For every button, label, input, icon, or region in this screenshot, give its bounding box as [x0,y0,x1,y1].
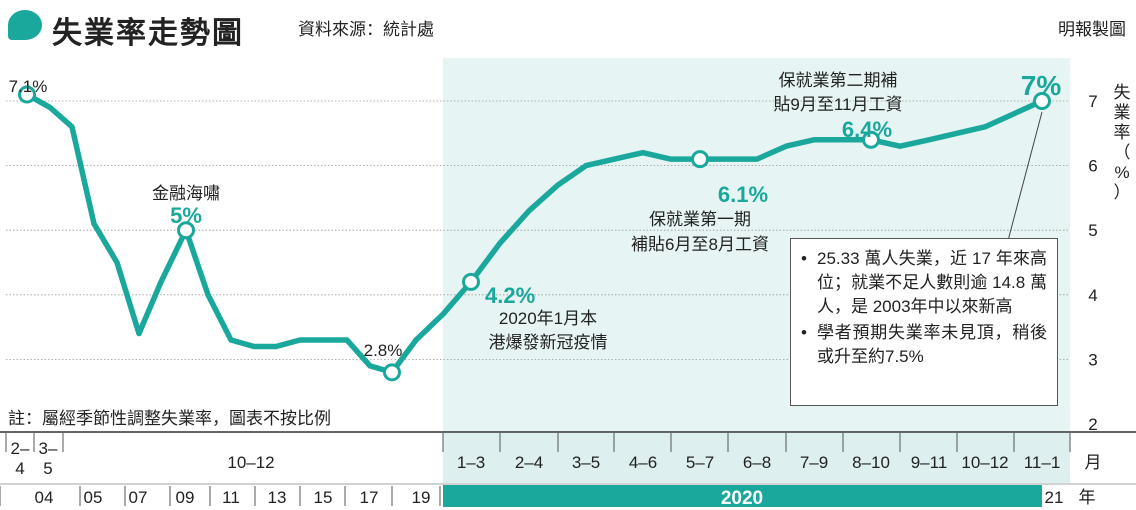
annotation-label: 港爆發新冠疫情 [489,333,608,352]
data-label: 6.1% [718,182,768,207]
y-tick-label: 6 [1088,157,1097,176]
x-month-label: 4–6 [629,453,657,472]
title-bubble-icon [8,10,42,40]
data-label: 7.1% [9,77,48,96]
x-year-label: 17 [360,488,379,507]
x-year-label: 15 [314,488,333,507]
x-year-label: 19 [412,488,431,507]
chart-title: 失業率走勢圖 [52,16,244,51]
header: 失業率走勢圖 資料來源：統計處 明報製圖 [0,0,1136,51]
x-year-label: 2020 [721,488,763,509]
x-year-label: 11 [222,488,240,507]
year-band-2020 [443,485,1042,507]
x-year-label: 05 [84,488,103,507]
annotation-label: 貼9月至11月工資 [773,95,902,114]
note-item: • 學者預期失業率未見頂，稍後或升至約7.5% [801,321,1047,369]
note-text: 學者預期失業率未見頂，稍後或升至約7.5% [817,323,1047,366]
note-text: 25.33 萬人失業，近 17 年來高位；就業不足人數則逾 14.8 萬人，是 … [817,249,1047,316]
x-month-label: 2– [11,439,30,458]
x-month-label: 3–5 [572,453,600,472]
annotation-label: 補貼6月至8月工資 [631,235,769,254]
note-item: • 25.33 萬人失業，近 17 年來高位；就業不足人數則逾 14.8 萬人，… [801,247,1047,319]
x-year-unit: 年 [1079,488,1096,507]
bullet-icon: • [801,323,807,342]
data-label: 4.2% [485,283,535,308]
x-year-label: 04 [35,488,54,507]
x-year-label: 13 [268,488,287,507]
x-month-label: 9–11 [911,453,948,472]
annotation-label: 金融海嘯 [152,184,220,203]
x-year-label: 09 [176,488,195,507]
x-month-label: 2–4 [515,453,543,472]
data-point-marker [462,272,480,291]
x-month-label: 6–8 [743,453,771,472]
x-month-label: 3– [39,439,58,458]
data-label: 2.8% [364,341,403,360]
annotation-label: 保就業第一期 [649,210,751,229]
series-line [24,91,1045,376]
footnote: 註：屬經季節性調整失業率，圖表不按比例 [8,409,331,428]
y-tick-label: 4 [1088,286,1097,305]
month-band [443,433,1070,483]
y-tick-label: 5 [1088,221,1097,240]
x-month-label: 8–10 [852,453,890,472]
note-box: • 25.33 萬人失業，近 17 年來高位；就業不足人數則逾 14.8 萬人，… [790,238,1058,406]
y-axis-label: 失業率（%） [1114,83,1131,202]
data-point-marker [691,150,709,169]
x-month-label: 5 [43,459,52,478]
x-month-label: 5–7 [686,453,714,472]
x-month-label: 1–3 [457,453,485,472]
x-month-label: 11–1 [1024,453,1061,472]
data-point-marker [18,85,36,104]
data-point-marker [383,363,401,382]
data-label: 5% [170,203,202,228]
y-tick-label: 7 [1088,92,1097,111]
annotation-label: 保就業第二期補 [779,71,898,90]
x-month-label: 10–12 [227,453,274,472]
data-point-marker [862,130,880,149]
x-year-label: 07 [129,488,148,507]
x-year-label: 21 [1045,488,1064,507]
x-month-label: 4 [15,459,24,478]
y-tick-label: 2 [1088,415,1097,434]
annotation-label: 2020年1月本 [499,309,597,328]
source-label: 資料來源：統計處 [298,20,434,39]
y-tick-label: 3 [1088,350,1097,369]
bullet-icon: • [801,249,807,268]
credit-label: 明報製圖 [1058,20,1126,39]
x-month-label: 7–9 [800,453,828,472]
data-point-marker [177,221,195,240]
x-month-unit: 月 [1085,453,1102,472]
data-label: 7% [1021,70,1062,101]
data-label: 6.4% [842,117,892,142]
data-point-marker [1033,92,1051,110]
x-month-label: 10–12 [961,453,1008,472]
